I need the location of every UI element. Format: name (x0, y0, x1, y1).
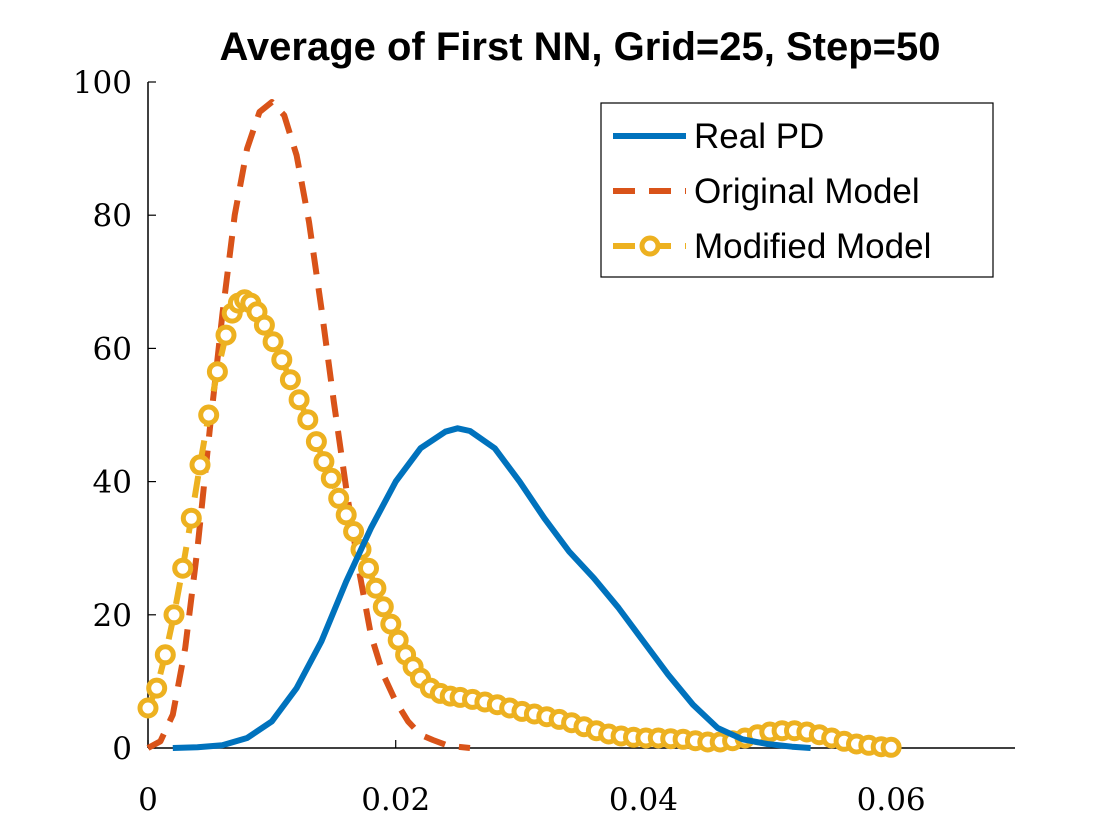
series-line (172, 425, 811, 751)
data-point (365, 577, 387, 599)
data-point (163, 604, 185, 626)
y-tick-label: 20 (93, 598, 132, 634)
y-tick-label: 100 (73, 65, 132, 101)
y-tick-label: 40 (93, 465, 132, 501)
data-point (288, 389, 310, 411)
data-point (262, 331, 284, 353)
data-point (335, 504, 357, 526)
data-point (358, 557, 379, 579)
data-point (180, 507, 202, 529)
data-point (154, 644, 176, 666)
data-point (305, 431, 327, 453)
y-axis-ticks: 0 20 40 60 80 100 (73, 65, 156, 767)
legend-label: Original Model (694, 172, 920, 211)
legend-entry: Real PD (613, 117, 824, 156)
data-point (380, 613, 402, 635)
data-point (253, 314, 275, 336)
legend-entries: Real PD Original Model Modified Model (613, 117, 931, 266)
data-point (328, 487, 350, 509)
data-point (172, 557, 194, 579)
data-point (215, 324, 237, 346)
legend: Real PD Original Model Modified Model (600, 102, 994, 278)
x-axis-ticks: 0 0.02 0.04 0.06 (138, 740, 926, 818)
data-point (313, 451, 335, 473)
legend-marker (639, 235, 661, 257)
y-tick-label: 60 (93, 331, 132, 367)
series-line (145, 296, 892, 751)
x-tick-label: 0.02 (361, 782, 430, 818)
chart-title: Average of First NN, Grid=25, Step=50 (220, 25, 941, 69)
series-3 (137, 289, 902, 758)
x-tick-label: 0 (138, 782, 158, 818)
legend-entry: Original Model (613, 172, 920, 211)
x-tick-label: 0.06 (857, 782, 926, 818)
data-point (189, 454, 211, 476)
legend-label: Real PD (694, 117, 824, 156)
series-layer (137, 99, 902, 758)
y-tick-label: 0 (112, 731, 132, 767)
series-2 (146, 99, 471, 751)
data-point (372, 596, 394, 618)
data-point (880, 736, 902, 758)
series-line (146, 99, 471, 751)
data-point (343, 521, 365, 542)
data-point (146, 677, 168, 699)
data-point (206, 361, 228, 383)
data-point (198, 404, 220, 426)
data-point (271, 349, 293, 371)
data-point (137, 697, 159, 719)
x-tick-label: 0.04 (609, 782, 678, 818)
data-point (279, 369, 301, 391)
legend-entry: Modified Model (613, 227, 931, 266)
plot-area: 0 0.02 0.04 0.06 0 20 40 60 80 100 (73, 65, 1015, 818)
legend-label: Modified Model (694, 227, 931, 266)
data-point (320, 467, 342, 489)
data-point (297, 409, 319, 431)
series-1 (172, 425, 811, 751)
y-tick-label: 80 (93, 198, 132, 234)
